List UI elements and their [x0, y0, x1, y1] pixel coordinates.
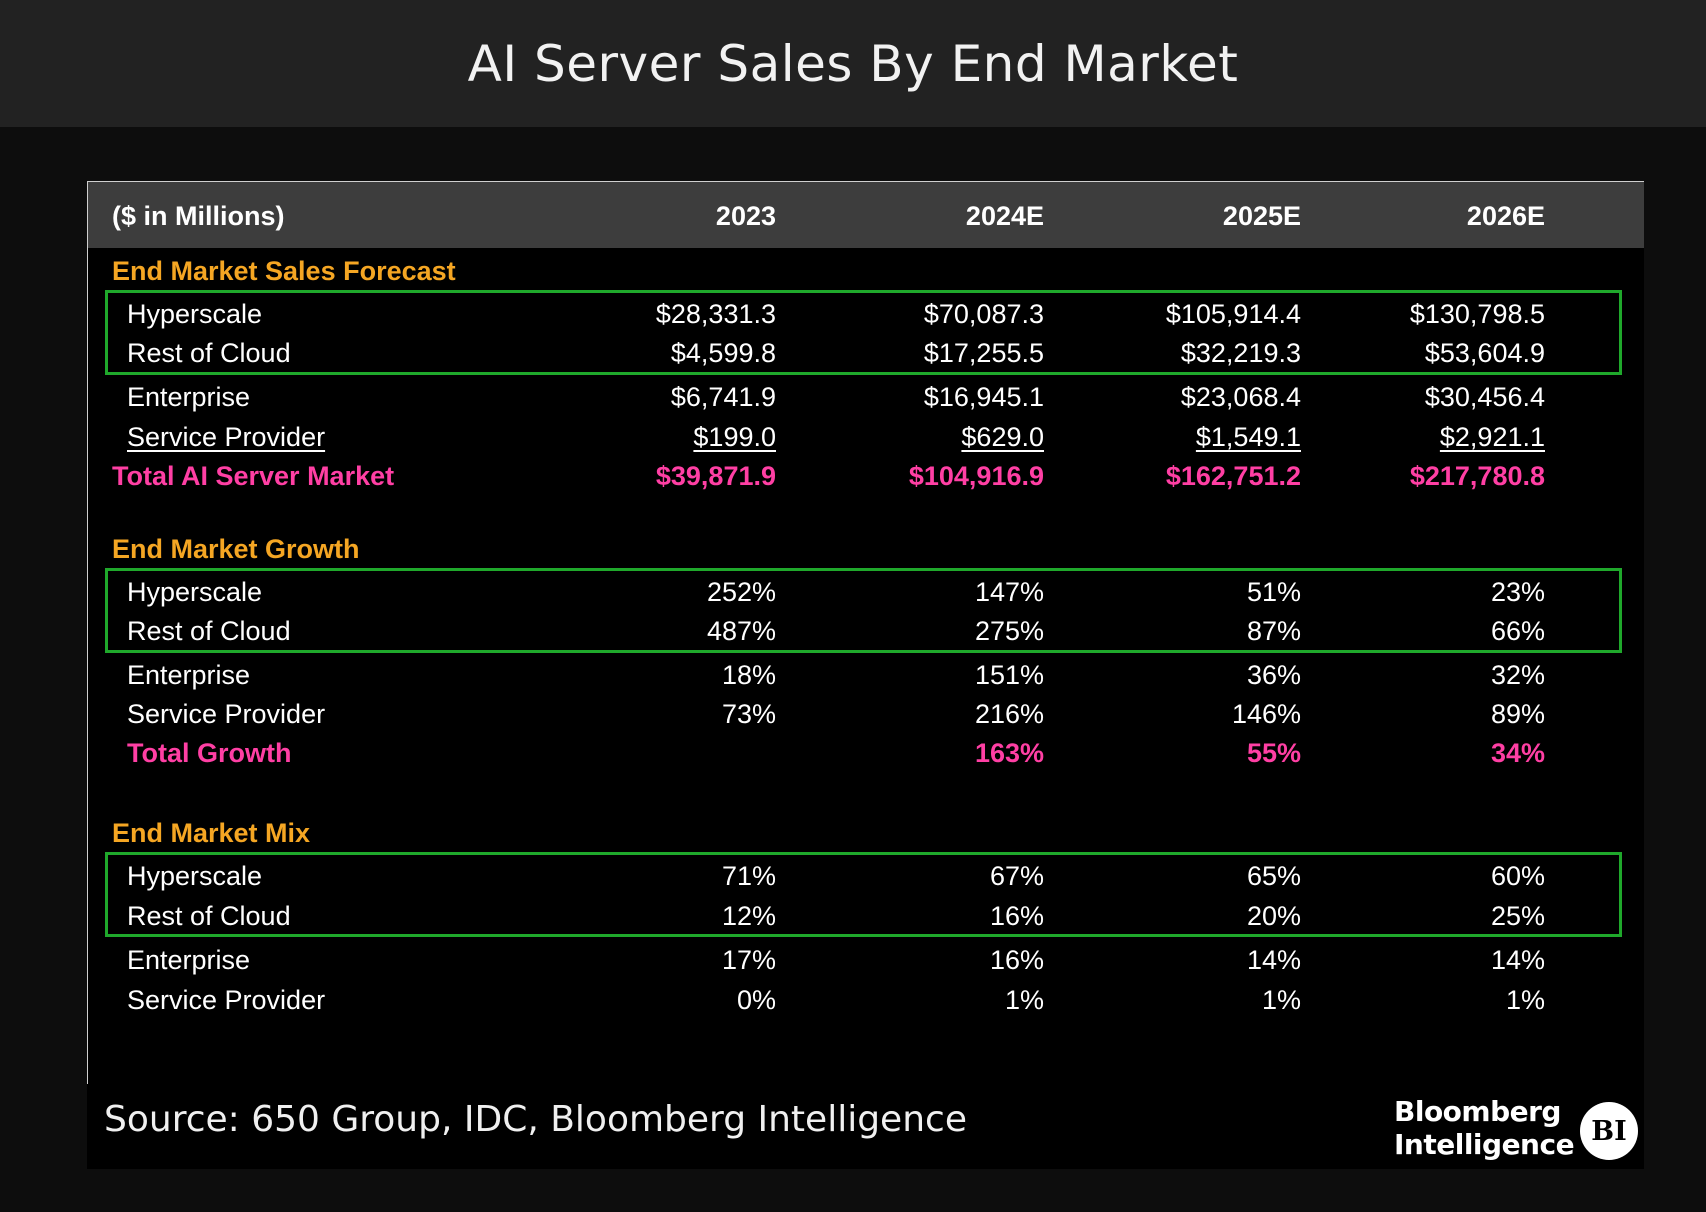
total-cell: 55% — [1246, 738, 1301, 768]
column-header-2023: 2023 — [715, 201, 776, 231]
title-band: AI Server Sales By End Market — [0, 0, 1706, 127]
table-cell: 60% — [1490, 861, 1545, 891]
table-cell: $4,599.8 — [670, 338, 776, 368]
total-cell: 34% — [1490, 738, 1545, 768]
table-cell: $1,549.1 — [1195, 422, 1301, 452]
total-cell: $104,916.9 — [908, 461, 1044, 491]
table-cell: 66% — [1490, 616, 1545, 646]
total-cell: 163% — [974, 738, 1044, 768]
row-label: Hyperscale — [127, 577, 263, 607]
row-label: Enterprise — [127, 382, 251, 412]
total-cell: $217,780.8 — [1409, 461, 1545, 491]
table-cell: 89% — [1490, 699, 1545, 729]
panel-top-border — [87, 181, 1644, 182]
table-cell: 71% — [721, 861, 776, 891]
brand-line-2: Intelligence — [1394, 1128, 1575, 1161]
table-cell: $17,255.5 — [923, 338, 1044, 368]
panel-left-border — [87, 181, 88, 1084]
table-cell: 23% — [1490, 577, 1545, 607]
unit-label: ($ in Millions) — [112, 201, 285, 231]
table-cell: 73% — [721, 699, 776, 729]
total-cell: $162,751.2 — [1165, 461, 1301, 491]
table-cell: 65% — [1246, 861, 1301, 891]
table-cell: 1% — [1261, 985, 1301, 1015]
total-cell — [556, 733, 776, 773]
highlight-box-sales — [105, 290, 1622, 375]
row-label: Enterprise — [127, 945, 251, 975]
table-cell: $199.0 — [693, 422, 776, 452]
section-title-growth: End Market Growth — [112, 534, 360, 564]
row-label: Hyperscale — [127, 299, 263, 329]
total-row-label: Total Growth — [127, 738, 292, 768]
table-cell: 151% — [974, 660, 1044, 690]
row-label: Hyperscale — [127, 861, 263, 891]
bi-logo-icon: BI — [1580, 1102, 1638, 1160]
table-cell: 216% — [974, 699, 1044, 729]
row-label: Rest of Cloud — [127, 616, 291, 646]
table-cell: 14% — [1490, 945, 1545, 975]
row-label: Service Provider — [127, 985, 326, 1015]
table-cell: 252% — [706, 577, 776, 607]
table-cell: 32% — [1490, 660, 1545, 690]
table-header-band — [88, 182, 1644, 248]
table-cell: $6,741.9 — [670, 382, 776, 412]
total-cell: $39,871.9 — [655, 461, 776, 491]
page-title: AI Server Sales By End Market — [467, 34, 1239, 93]
table-cell: 1% — [1505, 985, 1545, 1015]
table-cell: $16,945.1 — [923, 382, 1044, 412]
table-panel — [87, 181, 1644, 1169]
source-note: Source: 650 Group, IDC, Bloomberg Intell… — [104, 1099, 967, 1140]
table-cell: 87% — [1246, 616, 1301, 646]
highlight-box-mix — [105, 852, 1622, 937]
table-cell: 16% — [989, 901, 1044, 931]
table-cell: 18% — [721, 660, 776, 690]
table-cell: 146% — [1231, 699, 1301, 729]
table-cell: 36% — [1246, 660, 1301, 690]
table-cell: $30,456.4 — [1424, 382, 1545, 412]
table-cell: $130,798.5 — [1409, 299, 1545, 329]
table-cell: 16% — [989, 945, 1044, 975]
table-cell: 147% — [974, 577, 1044, 607]
brand-logo: Bloomberg Intelligence — [1394, 1095, 1575, 1161]
table-cell: 25% — [1490, 901, 1545, 931]
row-label: Service Provider — [127, 422, 326, 452]
table-cell: 487% — [706, 616, 776, 646]
row-label: Service Provider — [127, 699, 326, 729]
table-cell: $70,087.3 — [923, 299, 1044, 329]
total-row-label: Total AI Server Market — [112, 461, 395, 491]
table-cell: 275% — [974, 616, 1044, 646]
brand-line-1: Bloomberg — [1394, 1095, 1561, 1128]
table-cell: $32,219.3 — [1180, 338, 1301, 368]
column-header-2024e: 2024E — [965, 201, 1044, 231]
column-header-2025e: 2025E — [1222, 201, 1301, 231]
table-cell: 17% — [721, 945, 776, 975]
section-title-sales-forecast: End Market Sales Forecast — [112, 256, 456, 286]
table-cell: 20% — [1246, 901, 1301, 931]
table-cell: 1% — [1004, 985, 1044, 1015]
highlight-box-growth — [105, 568, 1622, 653]
table-cell: 14% — [1246, 945, 1301, 975]
table-cell: $2,921.1 — [1439, 422, 1545, 452]
table-cell: $23,068.4 — [1180, 382, 1301, 412]
table-cell: $53,604.9 — [1424, 338, 1545, 368]
section-title-mix: End Market Mix — [112, 818, 311, 848]
table-cell: 67% — [989, 861, 1044, 891]
row-label: Enterprise — [127, 660, 251, 690]
row-label: Rest of Cloud — [127, 338, 291, 368]
column-header-2026e: 2026E — [1466, 201, 1545, 231]
table-cell: 12% — [721, 901, 776, 931]
table-cell: 51% — [1246, 577, 1301, 607]
row-label: Rest of Cloud — [127, 901, 291, 931]
table-cell: 0% — [736, 985, 776, 1015]
table-cell: $28,331.3 — [655, 299, 776, 329]
table-cell: $629.0 — [961, 422, 1044, 452]
table-cell: $105,914.4 — [1165, 299, 1301, 329]
